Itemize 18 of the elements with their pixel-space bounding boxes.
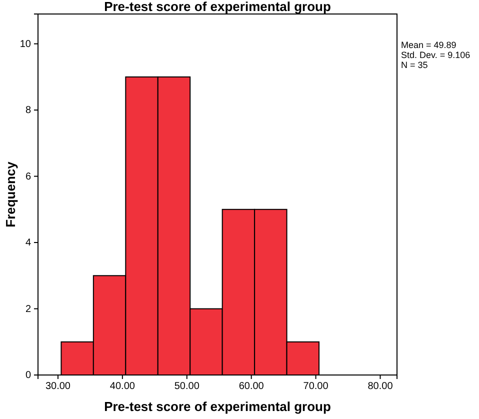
y-tick-label: 6: [25, 171, 32, 182]
x-tick-label: 40.00: [110, 381, 136, 392]
x-tick-label: 50.00: [174, 381, 200, 392]
y-axis-title: Frequency: [3, 160, 18, 228]
text: N = 35: [401, 60, 428, 70]
y-tick-label: 10: [20, 39, 32, 50]
x-axis-title: Pre-test score of experimental group: [104, 399, 331, 414]
x-tick-label: 70.00: [303, 381, 329, 392]
y-tick-label: 2: [25, 304, 32, 315]
text: Std. Dev. = 9.106: [401, 50, 470, 60]
text: Mean = 49.89: [401, 40, 456, 50]
x-tick-label: 60.00: [238, 381, 264, 392]
y-tick-label: 8: [25, 105, 32, 116]
chart-title: Pre-test score of experimental group: [104, 0, 331, 14]
y-tick-label: 0: [25, 370, 32, 382]
x-tick-label: 30.00: [45, 381, 71, 392]
y-tick-label: 4: [25, 238, 32, 249]
x-tick-label: 80.00: [368, 381, 394, 392]
